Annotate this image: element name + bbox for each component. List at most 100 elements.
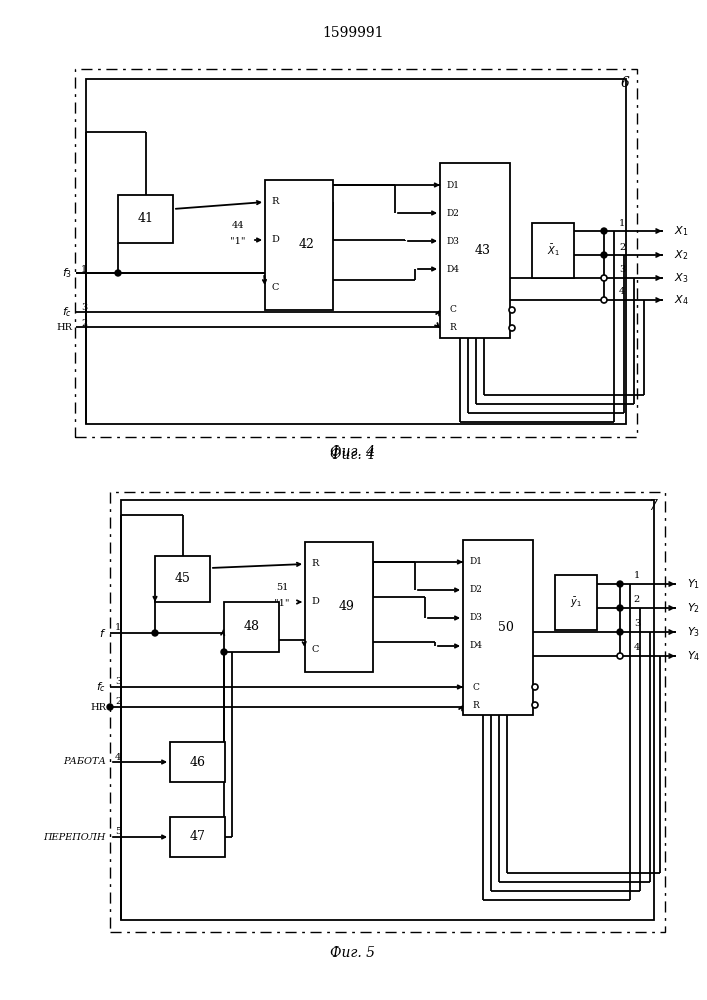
Text: C: C: [450, 306, 457, 314]
Circle shape: [601, 297, 607, 303]
Bar: [170, 817, 225, 857]
Text: 51: 51: [276, 582, 288, 591]
Text: 2: 2: [619, 242, 625, 251]
Text: C: C: [472, 682, 479, 692]
Text: $Y_1$: $Y_1$: [687, 577, 700, 591]
Text: 3: 3: [115, 678, 121, 686]
Text: $f_c$: $f_c$: [62, 305, 72, 319]
Text: $Y_3$: $Y_3$: [687, 625, 700, 639]
Circle shape: [601, 275, 607, 281]
Bar: [532, 223, 574, 278]
Text: D: D: [311, 597, 319, 606]
Text: D2: D2: [469, 585, 482, 594]
Text: R: R: [311, 560, 319, 568]
Circle shape: [532, 684, 538, 690]
Text: 5: 5: [115, 828, 121, 836]
Text: 3: 3: [619, 265, 625, 274]
Text: $\bar{X}_1$: $\bar{X}_1$: [547, 243, 559, 258]
Text: C: C: [271, 284, 279, 292]
Bar: [170, 742, 225, 782]
Bar: [110, 492, 665, 932]
Text: 47: 47: [189, 830, 206, 844]
Text: 4: 4: [619, 288, 625, 296]
Circle shape: [617, 629, 623, 635]
Bar: [463, 540, 533, 715]
Text: Фиг. 4: Фиг. 4: [330, 448, 375, 462]
Text: C: C: [311, 646, 319, 654]
Text: D4: D4: [447, 264, 460, 273]
Text: 1: 1: [634, 572, 640, 580]
Text: 3: 3: [81, 304, 87, 312]
Text: $X_4$: $X_4$: [674, 293, 689, 307]
Text: 4: 4: [115, 752, 121, 762]
Text: 46: 46: [189, 756, 206, 768]
Bar: [224, 602, 279, 652]
Text: D4: D4: [469, 642, 482, 650]
Circle shape: [617, 605, 623, 611]
Text: D2: D2: [447, 209, 460, 218]
Text: ПЕРЕПОЛН: ПЕРЕПОЛН: [44, 832, 106, 842]
Text: R: R: [472, 700, 479, 710]
Text: $X_3$: $X_3$: [674, 271, 689, 285]
Text: 1: 1: [619, 219, 625, 228]
Text: D3: D3: [447, 236, 460, 245]
Text: 45: 45: [175, 572, 190, 585]
Text: 44: 44: [232, 221, 244, 230]
Text: 42: 42: [299, 238, 315, 251]
Text: $f_3$: $f_3$: [62, 266, 72, 280]
Text: 4: 4: [634, 644, 640, 652]
Text: HR: HR: [56, 322, 72, 332]
Text: D: D: [271, 235, 279, 244]
Circle shape: [601, 228, 607, 234]
Text: 1: 1: [115, 624, 121, 633]
Bar: [265, 180, 333, 310]
Circle shape: [152, 630, 158, 636]
Bar: [440, 163, 510, 338]
Circle shape: [221, 649, 227, 655]
Text: D1: D1: [447, 180, 460, 190]
Text: R: R: [271, 198, 279, 207]
Text: $f$: $f$: [99, 627, 106, 639]
Text: 43: 43: [475, 244, 491, 257]
Text: $X_1$: $X_1$: [674, 224, 689, 238]
Text: 41: 41: [137, 213, 153, 226]
Text: 3: 3: [634, 619, 640, 629]
Text: 48: 48: [243, 620, 259, 634]
Bar: [555, 575, 597, 630]
Text: $Y_2$: $Y_2$: [687, 601, 700, 615]
Text: $Y_4$: $Y_4$: [687, 649, 701, 663]
Text: 1: 1: [81, 264, 87, 273]
Text: D1: D1: [469, 558, 482, 566]
Text: "1": "1": [274, 599, 290, 608]
Circle shape: [509, 325, 515, 331]
Text: D3: D3: [469, 613, 482, 622]
Text: 6: 6: [621, 76, 629, 90]
Text: HR: HR: [90, 702, 106, 712]
Circle shape: [107, 704, 113, 710]
Text: 7: 7: [648, 499, 658, 513]
Bar: [75, 69, 637, 437]
Text: 2: 2: [81, 318, 87, 328]
Text: "1": "1": [230, 237, 246, 246]
Circle shape: [617, 653, 623, 659]
Circle shape: [617, 581, 623, 587]
Text: 50: 50: [498, 621, 514, 634]
Text: Фиг. 5: Фиг. 5: [330, 946, 375, 960]
Text: $X_2$: $X_2$: [674, 248, 688, 262]
Text: 2: 2: [634, 595, 640, 604]
Text: Фиг. 4: Фиг. 4: [330, 445, 375, 459]
Bar: [121, 500, 654, 920]
Text: 2: 2: [115, 698, 121, 706]
Text: РАБОТА: РАБОТА: [63, 758, 106, 766]
Bar: [86, 79, 626, 424]
Bar: [155, 556, 210, 602]
Text: 1599991: 1599991: [322, 26, 384, 40]
Text: 49: 49: [339, 600, 355, 613]
Bar: [305, 542, 373, 672]
Text: R: R: [450, 324, 457, 332]
Text: $f_c$: $f_c$: [96, 680, 106, 694]
Bar: [118, 195, 173, 243]
Text: $\bar{y}_1$: $\bar{y}_1$: [570, 595, 582, 610]
Circle shape: [115, 270, 121, 276]
Circle shape: [509, 307, 515, 313]
